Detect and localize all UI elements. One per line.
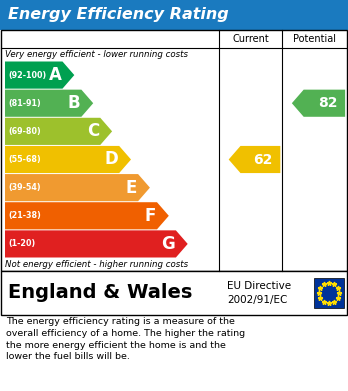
Text: (39-54): (39-54) <box>8 183 41 192</box>
Polygon shape <box>5 146 131 173</box>
Text: Not energy efficient - higher running costs: Not energy efficient - higher running co… <box>5 260 188 269</box>
Bar <box>314 278 344 308</box>
Polygon shape <box>5 61 74 89</box>
Text: The energy efficiency rating is a measure of the
overall efficiency of a home. T: The energy efficiency rating is a measur… <box>6 317 245 361</box>
Text: Energy Efficiency Rating: Energy Efficiency Rating <box>8 7 229 23</box>
Text: (1-20): (1-20) <box>8 239 35 248</box>
Text: England & Wales: England & Wales <box>8 283 192 303</box>
Bar <box>1 30 347 271</box>
Text: (69-80): (69-80) <box>8 127 41 136</box>
Text: 2002/91/EC: 2002/91/EC <box>227 295 287 305</box>
Text: Very energy efficient - lower running costs: Very energy efficient - lower running co… <box>5 50 188 59</box>
Polygon shape <box>5 202 169 230</box>
Polygon shape <box>229 146 280 173</box>
Polygon shape <box>292 90 345 117</box>
Polygon shape <box>5 230 188 258</box>
Text: F: F <box>145 207 156 225</box>
Text: B: B <box>68 94 80 112</box>
Text: 82: 82 <box>318 96 337 110</box>
Text: (92-100): (92-100) <box>8 70 46 80</box>
Polygon shape <box>5 174 150 201</box>
Bar <box>1 271 347 315</box>
Text: (81-91): (81-91) <box>8 99 41 108</box>
Polygon shape <box>5 90 93 117</box>
Text: D: D <box>104 151 118 169</box>
Text: (21-38): (21-38) <box>8 211 41 220</box>
Polygon shape <box>5 118 112 145</box>
Text: Potential: Potential <box>293 34 336 44</box>
Text: C: C <box>87 122 99 140</box>
Bar <box>0 0 348 30</box>
Text: E: E <box>126 179 137 197</box>
Text: 62: 62 <box>253 152 273 167</box>
Text: Current: Current <box>232 34 269 44</box>
Text: (55-68): (55-68) <box>8 155 41 164</box>
Text: G: G <box>161 235 175 253</box>
Text: EU Directive: EU Directive <box>227 281 291 291</box>
Text: A: A <box>49 66 62 84</box>
